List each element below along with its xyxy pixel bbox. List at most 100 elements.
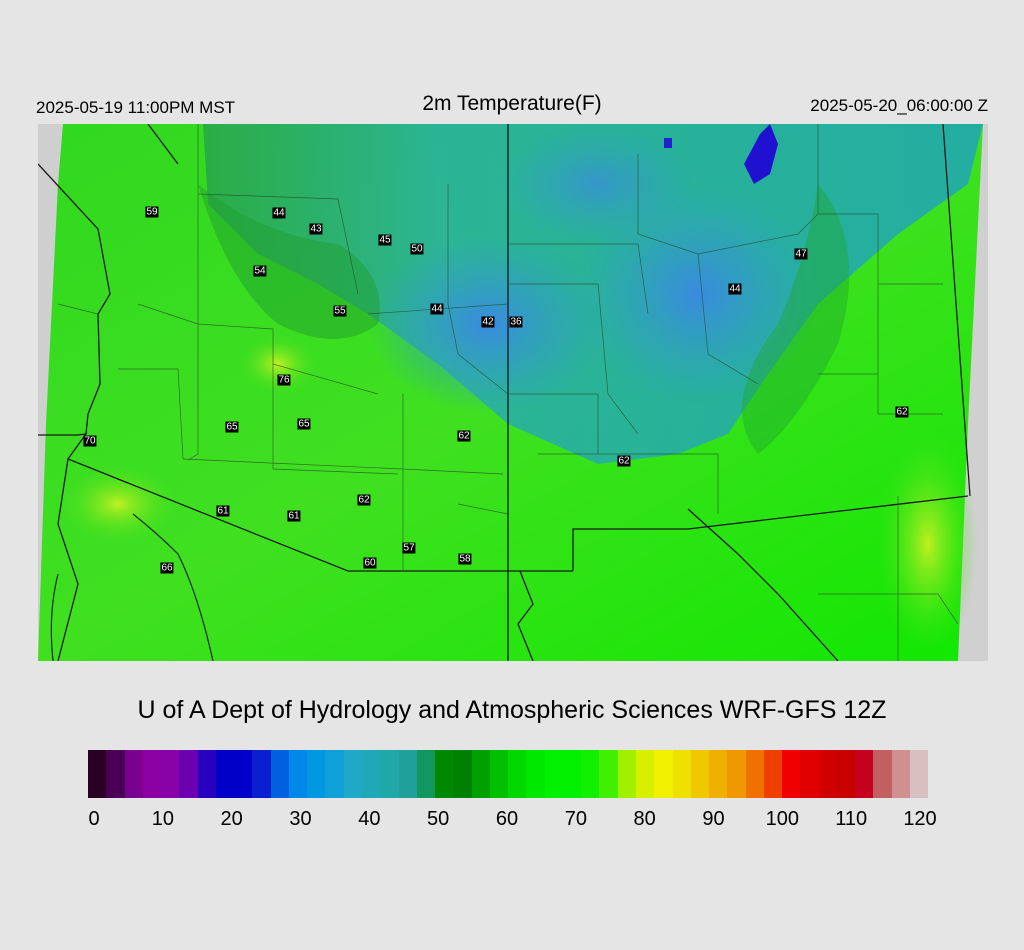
valid-time-label: 2025-05-20_06:00:00 Z xyxy=(810,96,988,115)
county-borders xyxy=(57,124,959,661)
station-value-label: 58 xyxy=(458,553,472,565)
colorbar-segment xyxy=(179,750,198,798)
cold-area xyxy=(498,124,698,244)
colorbar-segment xyxy=(197,750,216,798)
station-value-label: 36 xyxy=(509,316,523,328)
colorbar-tick-label: 0 xyxy=(88,808,100,830)
station-value-label: 44 xyxy=(272,207,286,219)
colorbar-segment xyxy=(416,750,436,798)
colorbar-segment xyxy=(617,750,636,798)
station-value-label: 65 xyxy=(297,418,311,430)
colorbar-segment xyxy=(343,750,362,798)
coastline xyxy=(50,513,214,662)
colorbar-segment xyxy=(763,750,783,798)
colorbar-tick-label: 40 xyxy=(358,808,381,830)
credit-text: U of A Dept of Hydrology and Atmospheric… xyxy=(137,696,887,724)
colorbar-segment xyxy=(124,750,143,798)
station-value-label: 65 xyxy=(225,421,239,433)
station-value-label: 62 xyxy=(895,406,909,418)
map-title: 2m Temperature(F) xyxy=(422,92,602,115)
colorbar-segment xyxy=(471,750,490,798)
station-value-label: 44 xyxy=(728,283,742,295)
colorbar-segment xyxy=(489,750,509,798)
station-value-label: 62 xyxy=(357,494,371,506)
colorbar-segment xyxy=(398,750,417,798)
colorbar-segment xyxy=(599,750,618,798)
no-data-area xyxy=(38,124,63,661)
colorbar-tick-label: 50 xyxy=(427,808,450,830)
colorbar-segment xyxy=(782,750,801,798)
station-value-label: 42 xyxy=(481,316,495,328)
colorbar-segment xyxy=(672,750,691,798)
colorbar-segment xyxy=(727,750,746,798)
colorbar-segment xyxy=(270,750,289,798)
colorbar-segment xyxy=(709,750,728,798)
warm-area xyxy=(58,464,178,544)
colorbar-tick-label: 20 xyxy=(220,808,243,830)
station-value-label: 76 xyxy=(277,374,291,386)
station-value-label: 55 xyxy=(333,305,347,317)
colorbar-segment xyxy=(690,750,710,798)
colorbar-segment xyxy=(234,750,253,798)
colorbar-segment xyxy=(855,750,874,798)
colorbar-tick-label: 10 xyxy=(151,808,174,830)
colorbar-segment xyxy=(508,750,527,798)
colorbar-segment xyxy=(106,750,125,798)
colorbar-tick-label: 100 xyxy=(765,808,800,830)
colorbar-segment xyxy=(526,750,545,798)
colorbar-segment xyxy=(361,750,381,798)
colorbar-tick-label: 70 xyxy=(564,808,587,830)
station-value-label: 45 xyxy=(378,234,392,246)
colorbar-tick-label: 90 xyxy=(702,808,725,830)
colorbar-segment xyxy=(818,750,837,798)
colorbar-segment xyxy=(252,750,271,798)
warm-area xyxy=(238,334,318,394)
station-value-label: 66 xyxy=(160,562,174,574)
colorbar-segment xyxy=(88,750,107,798)
colorbar-segment xyxy=(635,750,655,798)
colorbar-segment xyxy=(544,750,563,798)
station-value-label: 70 xyxy=(83,435,97,447)
station-value-label: 61 xyxy=(287,510,301,522)
station-value-label: 47 xyxy=(794,248,808,260)
colorbar-segment xyxy=(745,750,764,798)
station-value-label: 44 xyxy=(430,303,444,315)
station-value-label: 50 xyxy=(410,243,424,255)
station-value-label: 62 xyxy=(457,430,471,442)
station-value-label: 61 xyxy=(216,505,230,517)
colorbar-tick-label: 80 xyxy=(633,808,656,830)
colorbar-segment xyxy=(836,750,856,798)
colorbar-segment xyxy=(453,750,472,798)
colorbar-ticks: 0 10 20 30 40 50 60 70 80 90 100 110 120 xyxy=(0,808,1024,838)
colorbar-segment xyxy=(215,750,235,798)
colorbar-segment xyxy=(325,750,344,798)
colorbar-segment xyxy=(654,750,673,798)
colorbar-segment xyxy=(581,750,600,798)
colorbar-segment xyxy=(161,750,180,798)
temperature-colorbar xyxy=(88,750,929,798)
station-value-label: 57 xyxy=(402,542,416,554)
state-borders xyxy=(37,123,971,662)
colorbar-tick-label: 60 xyxy=(495,808,519,830)
colorbar-segment xyxy=(891,750,910,798)
local-time-label: 2025-05-19 11:00PM MST xyxy=(36,98,236,117)
colorbar-tick-label: 110 xyxy=(835,808,868,830)
map-graphic xyxy=(37,123,988,662)
station-value-label: 62 xyxy=(617,455,631,467)
cold-area xyxy=(578,184,818,404)
temperature-map: 59 44 43 45 50 54 55 44 42 36 47 44 76 65 65 62 70 62 62 61… xyxy=(37,123,988,662)
colorbar-segment xyxy=(142,750,162,798)
warm-area xyxy=(878,434,978,654)
very-cold-area xyxy=(744,124,778,184)
colorbar-tick-label: 120 xyxy=(903,808,937,830)
colorbar-segment xyxy=(435,750,454,798)
colorbar-segment xyxy=(307,750,326,798)
colorbar-segment xyxy=(562,750,582,798)
station-value-label: 60 xyxy=(363,557,377,569)
colorbar-segment xyxy=(800,750,819,798)
station-value-label: 54 xyxy=(253,265,267,277)
colorbar-segment xyxy=(909,750,929,798)
mountain-band xyxy=(198,184,380,339)
station-value-label: 59 xyxy=(145,206,159,218)
colorbar-segment xyxy=(288,750,308,798)
